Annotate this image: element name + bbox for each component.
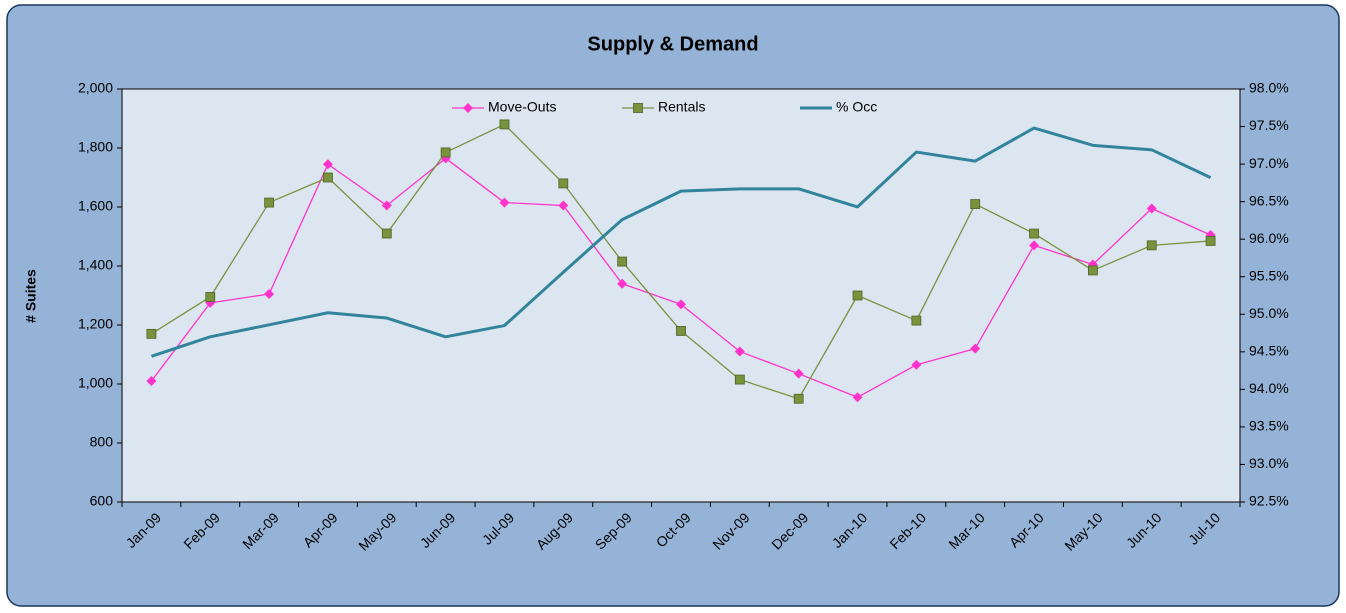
legend-marker: [633, 103, 643, 113]
y-tick-label: 800: [90, 434, 114, 450]
y-tick-label: 1,600: [78, 198, 113, 214]
y-axis-label: # Suites: [23, 269, 39, 323]
y2-tick-label: 95.5%: [1249, 267, 1289, 283]
y2-tick-label: 93.0%: [1249, 455, 1289, 471]
data-point: [793, 368, 804, 379]
y-tick-label: 1,400: [78, 257, 113, 273]
data-point: [499, 197, 510, 208]
data-point: [676, 299, 686, 310]
legend-marker: [463, 103, 473, 113]
data-point: [911, 359, 922, 370]
data-point: [323, 172, 333, 183]
chart-title: Supply & Demand: [587, 33, 758, 55]
data-point: [793, 393, 804, 404]
data-point: [322, 159, 333, 170]
data-point: [852, 290, 863, 301]
data-point: [676, 325, 686, 336]
y-tick-label: 1,800: [78, 139, 113, 155]
data-point: [264, 197, 275, 208]
y2-tick-label: 93.5%: [1249, 418, 1289, 434]
data-point: [852, 392, 863, 403]
data-point: [440, 147, 451, 158]
data-point: [1087, 265, 1098, 276]
y2-tick-label: 94.0%: [1249, 380, 1289, 396]
data-point: [558, 200, 569, 211]
y-tick-label: 2,000: [78, 80, 113, 96]
legend-label: Rentals: [658, 99, 705, 115]
data-point: [205, 292, 216, 302]
data-point: [911, 315, 922, 326]
y-tick-label: 1,000: [78, 375, 113, 391]
data-point: [381, 200, 392, 211]
legend-label: Move-Outs: [488, 99, 556, 115]
data-point: [1205, 236, 1216, 246]
data-point: [1146, 203, 1157, 214]
y2-tick-label: 97.5%: [1249, 117, 1289, 133]
y2-tick-label: 95.0%: [1249, 305, 1289, 321]
data-point: [146, 376, 157, 387]
y2-tick-label: 98.0%: [1249, 80, 1289, 96]
data-point: [617, 278, 628, 289]
data-point: [734, 346, 745, 357]
y2-tick-label: 94.5%: [1249, 343, 1289, 359]
data-point: [1146, 240, 1157, 251]
y2-tick-label: 96.5%: [1249, 192, 1289, 208]
data-point: [734, 374, 745, 385]
data-point: [970, 199, 981, 209]
data-point: [1029, 228, 1039, 239]
data-point: [146, 328, 157, 339]
y2-tick-label: 96.0%: [1249, 230, 1289, 246]
plot-area: [121, 88, 1241, 503]
y-tick-label: 1,200: [78, 316, 113, 332]
y-tick-label: 600: [90, 493, 114, 509]
y2-tick-label: 97.0%: [1249, 155, 1289, 171]
data-point: [499, 119, 510, 130]
data-point: [617, 256, 628, 267]
legend-label: % Occ: [836, 99, 877, 115]
data-point: [1029, 240, 1040, 251]
data-point: [558, 178, 569, 189]
series-line: [150, 126, 1212, 358]
data-point: [970, 343, 981, 354]
data-point: [264, 289, 275, 300]
y2-tick-label: 92.5%: [1249, 493, 1289, 509]
data-point: [381, 228, 392, 239]
